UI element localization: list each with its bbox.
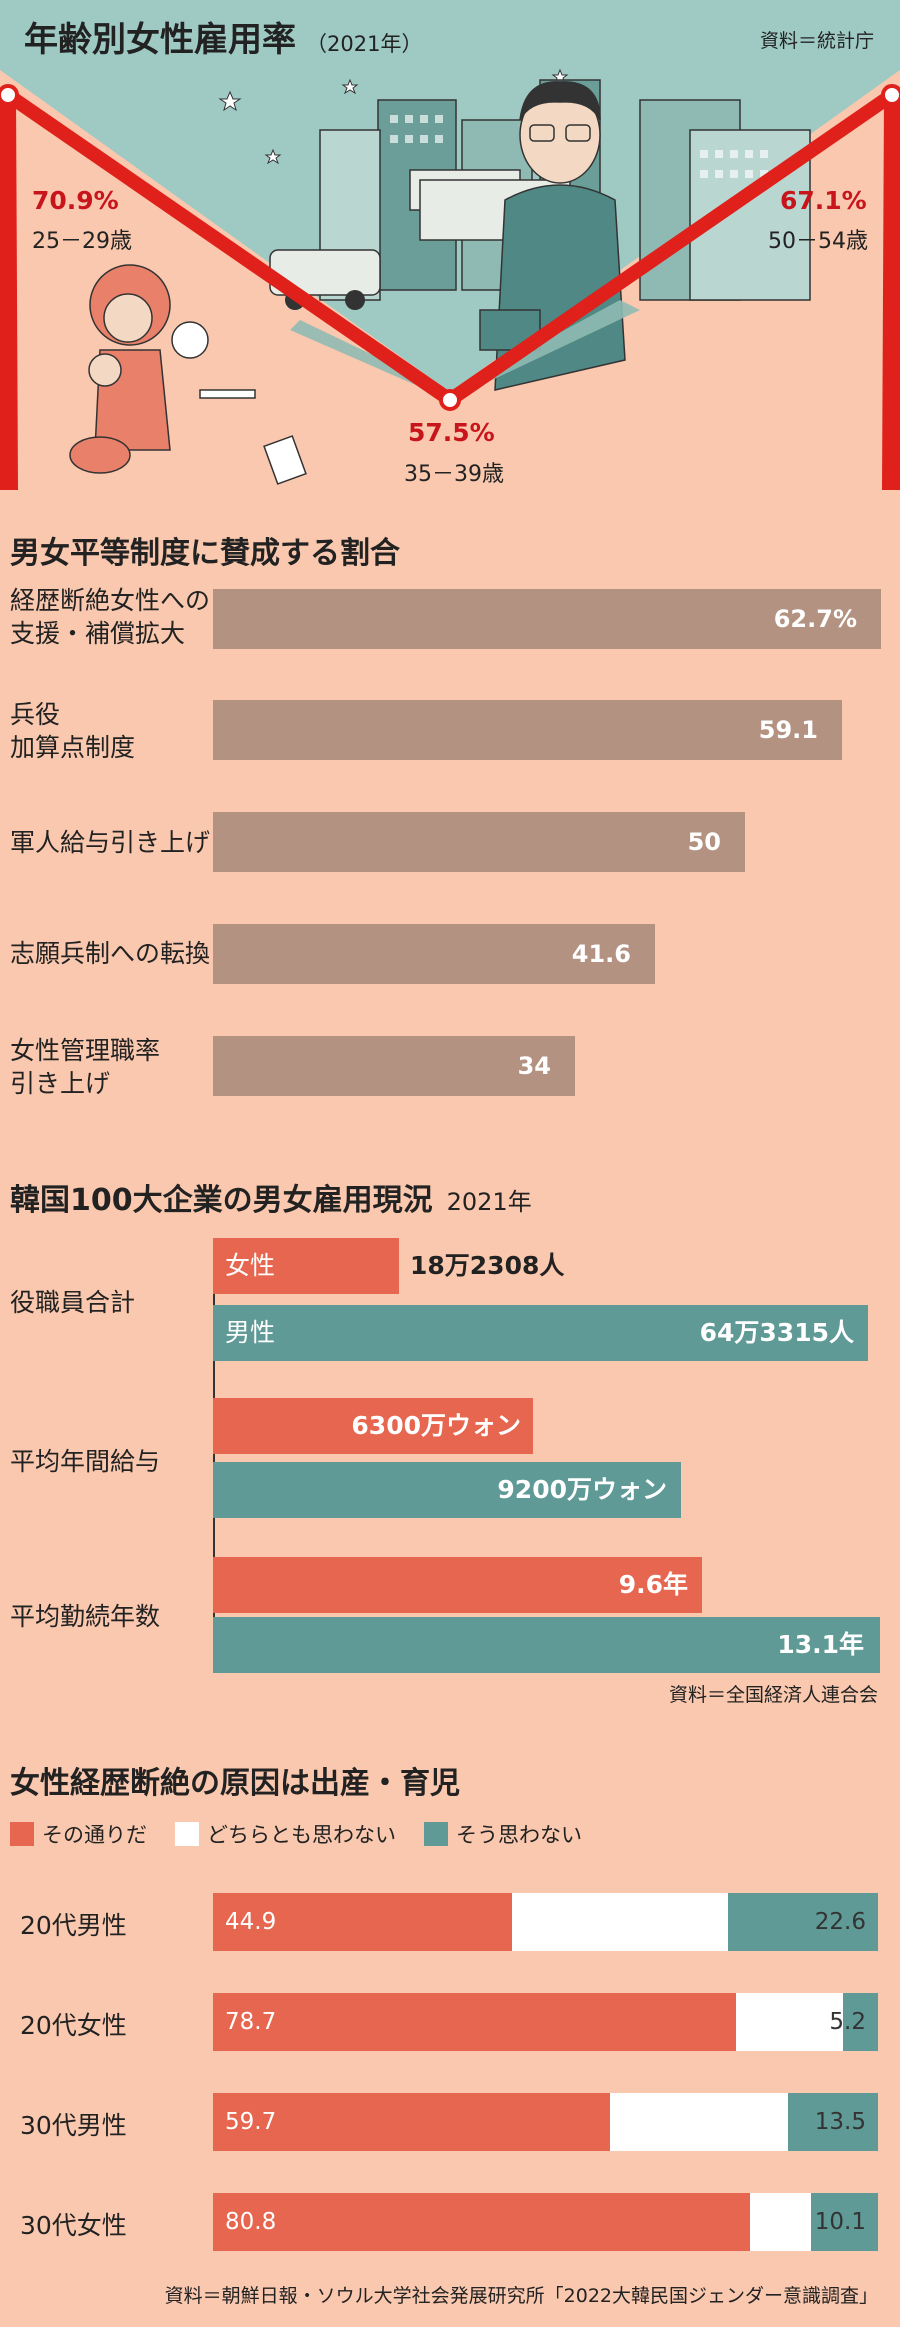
row-label-30s-male: 30代男性: [20, 2111, 127, 2140]
bar-career-support: 62.7%: [213, 589, 881, 649]
stacked-bar-20s-male: 44.9 22.6: [213, 1893, 878, 1951]
legend-label-disagree: そう思わない: [456, 1823, 582, 1847]
stacked-bar-20s-female: 78.7 5.2: [213, 1993, 878, 2051]
stacked-bar-30s-male: 59.7 13.5: [213, 2093, 878, 2151]
bar-label-military-points: 兵役 加算点制度: [10, 700, 136, 762]
segment-neither: [511, 1893, 728, 1951]
row-label-20s-male: 20代男性: [20, 1911, 127, 1940]
segment-value-agree: 78.7: [225, 2009, 277, 2035]
employment-status-source: 資料＝全国経済人連合会: [668, 1684, 878, 1706]
legend-label-neither: どちらとも思わない: [207, 1823, 396, 1847]
bar-female-average-tenure: 9.6年: [213, 1557, 702, 1613]
bar-female-average-salary: 6300万ウォン: [213, 1398, 533, 1454]
legend-item-neither: どちらとも思わない: [175, 1819, 396, 1849]
chart-title: 年齢別女性雇用率 （2021年）: [24, 20, 423, 60]
row-label-30s-female: 30代女性: [20, 2211, 127, 2240]
chart-year: （2021年）: [306, 32, 423, 56]
age-label-35-39: 35－39歳: [404, 462, 504, 487]
data-value-35-39: 57.5%: [408, 418, 495, 447]
data-point-markers: [0, 84, 900, 411]
segment-neither: [750, 2193, 811, 2251]
bar-value-male-average-tenure: 13.1年: [777, 1630, 864, 1659]
segment-disagree: 10.1: [810, 2193, 878, 2251]
segment-agree: 44.9: [213, 1893, 512, 1951]
bar-value-military-points: 59.1: [758, 716, 818, 744]
employment-status-title: 韓国100大企業の男女雇用現況 2021年: [10, 1183, 532, 1218]
bar-value-soldier-pay: 50: [687, 828, 721, 856]
equality-section-title: 男女平等制度に賛成する割合: [10, 536, 400, 571]
bar-male-average-salary: 9200万ウォン: [213, 1462, 681, 1518]
bar-male-average-tenure: 13.1年: [213, 1617, 880, 1673]
stacked-bar-30s-female: 80.8 10.1: [213, 2193, 878, 2251]
employment-rate-illustration: MART: [0, 0, 900, 490]
legend-item-disagree: そう思わない: [424, 1819, 582, 1849]
segment-value-disagree: 13.5: [814, 2109, 866, 2135]
stacked-bar-legend: その通りだ どちらとも思わない そう思わない: [10, 1819, 610, 1849]
segment-neither: [610, 2093, 789, 2151]
bar-label-soldier-pay: 軍人給与引き上げ: [10, 828, 211, 857]
source-label: 資料＝統計庁: [759, 30, 874, 52]
bar-value-female-total-staff: 18万2308人: [410, 1251, 565, 1280]
legend-swatch-disagree: [424, 1822, 448, 1846]
data-value-25-29: 70.9%: [32, 186, 119, 215]
age-label-50-54: 50－54歳: [768, 229, 868, 254]
series-label-female: 女性: [225, 1251, 276, 1280]
legend-item-agree: その通りだ: [10, 1819, 147, 1849]
career-break-source: 資料＝朝鮮日報・ソウル大学社会発展研究所「2022大韓民国ジェンダー意識調査」: [164, 2285, 878, 2307]
bar-value-male-total-staff: 64万3315人: [699, 1318, 854, 1347]
bar-value-female-average-salary: 6300万ウォン: [351, 1411, 521, 1440]
segment-neither: [736, 1993, 844, 2051]
bar-soldier-pay: 50: [213, 812, 745, 872]
segment-value-disagree: 22.6: [814, 1909, 866, 1935]
bar-female-total-staff: 女性: [213, 1238, 399, 1294]
series-label-male: 男性: [225, 1318, 276, 1347]
segment-agree: 80.8: [213, 2193, 751, 2251]
segment-disagree: 5.2: [829, 1993, 878, 2051]
legend-swatch-agree: [10, 1822, 34, 1846]
segment-value-agree: 80.8: [225, 2209, 277, 2235]
bar-volunteer-army: 41.6: [213, 924, 655, 984]
bar-value-male-average-salary: 9200万ウォン: [497, 1475, 667, 1504]
bar-label-career-support: 経歴断絶女性への 支援・補償拡大: [10, 586, 211, 648]
segment-disagree: 13.5: [788, 2093, 878, 2151]
legend-label-agree: その通りだ: [42, 1823, 147, 1847]
woman-illustration: [69, 264, 307, 485]
career-break-title: 女性経歴断絶の原因は出産・育児: [10, 1766, 460, 1801]
data-value-50-54: 67.1%: [780, 186, 867, 215]
legend-swatch-neither: [175, 1822, 199, 1846]
row-label-20s-female: 20代女性: [20, 2011, 127, 2040]
employment-status-year: 2021年: [446, 1188, 532, 1216]
bar-axis: [213, 1238, 215, 1672]
bar-value-female-average-tenure: 9.6年: [618, 1570, 688, 1599]
category-average-salary: 平均年間給与: [10, 1447, 161, 1476]
segment-value-disagree: 5.2: [829, 2009, 866, 2035]
employment-rate-section: MART: [0, 0, 900, 500]
bar-value-career-support: 62.7%: [773, 605, 857, 633]
segment-value-agree: 59.7: [225, 2109, 277, 2135]
bar-value-volunteer-army: 41.6: [571, 940, 631, 968]
category-total-staff: 役職員合計: [10, 1288, 136, 1317]
bar-male-total-staff: 男性 64万3315人: [213, 1305, 868, 1361]
bar-label-volunteer-army: 志願兵制への転換: [10, 939, 211, 968]
segment-disagree: 22.6: [727, 1893, 878, 1951]
bar-label-female-managers: 女性管理職率 引き上げ: [10, 1036, 161, 1098]
segment-agree: 78.7: [213, 1993, 737, 2051]
category-average-tenure: 平均勤続年数: [10, 1602, 161, 1631]
age-label-25-29: 25－29歳: [32, 229, 132, 254]
segment-agree: 59.7: [213, 2093, 610, 2151]
bar-female-managers: 34: [213, 1036, 575, 1096]
bar-military-points: 59.1: [213, 700, 842, 760]
segment-value-agree: 44.9: [225, 1909, 277, 1935]
segment-value-disagree: 10.1: [814, 2209, 866, 2235]
bar-value-female-managers: 34: [517, 1052, 551, 1080]
